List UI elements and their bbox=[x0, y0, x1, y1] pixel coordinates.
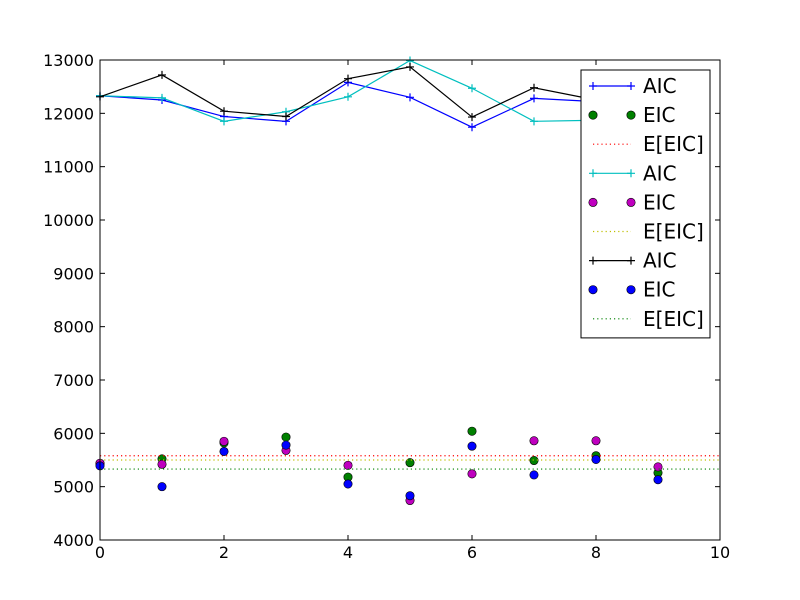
data-point bbox=[344, 92, 352, 101]
x-tick-label: 6 bbox=[467, 543, 477, 562]
legend-item: E[EIC] bbox=[593, 307, 704, 331]
series-line bbox=[99, 66, 659, 118]
y-tick-label: 7000 bbox=[53, 371, 94, 390]
data-point bbox=[653, 462, 663, 472]
y-tick-label: 13000 bbox=[43, 51, 94, 70]
data-point bbox=[406, 62, 414, 71]
legend-marker bbox=[626, 285, 636, 295]
data-point bbox=[281, 440, 291, 450]
legend-marker bbox=[588, 110, 598, 120]
legend-marker bbox=[588, 285, 598, 295]
legend-item: AIC bbox=[589, 161, 677, 185]
legend-item: EIC bbox=[588, 190, 676, 214]
x-tick-label: 8 bbox=[591, 543, 601, 562]
legend-label: AIC bbox=[643, 161, 677, 185]
data-point bbox=[220, 107, 228, 116]
data-point bbox=[344, 74, 352, 83]
legend-item: EIC bbox=[588, 103, 676, 127]
data-point bbox=[529, 456, 539, 466]
data-point bbox=[591, 454, 601, 464]
data-point bbox=[343, 479, 353, 489]
y-tick-label: 11000 bbox=[43, 158, 94, 177]
legend-label: E[EIC] bbox=[643, 220, 704, 244]
legend-label: EIC bbox=[643, 278, 676, 302]
data-point bbox=[220, 117, 228, 126]
axes-frame bbox=[99, 59, 721, 541]
legend-label: AIC bbox=[643, 74, 677, 98]
legend-marker bbox=[588, 197, 598, 207]
data-point bbox=[530, 94, 538, 103]
data-point bbox=[591, 436, 601, 446]
legend-label: EIC bbox=[643, 190, 676, 214]
legend: AIC EIC E[EIC] AIC EIC E[EIC] AIC EIC E[EIC] bbox=[580, 69, 711, 339]
data-point bbox=[653, 475, 663, 485]
y-tick-label: 6000 bbox=[53, 424, 94, 443]
legend-label: AIC bbox=[643, 249, 677, 273]
data-point bbox=[405, 458, 415, 468]
legend-marker bbox=[626, 197, 636, 207]
y-tick-label: 5000 bbox=[53, 478, 94, 497]
data-point bbox=[343, 460, 353, 470]
y-tick-label: 4000 bbox=[53, 531, 94, 550]
data-point bbox=[530, 83, 538, 92]
y-tick-label: 10000 bbox=[43, 211, 94, 230]
data-point bbox=[406, 93, 414, 102]
legend-label: EIC bbox=[643, 103, 676, 127]
data-point bbox=[468, 113, 476, 122]
series-6 bbox=[96, 62, 662, 122]
y-tick-label: 12000 bbox=[43, 104, 94, 123]
legend-label: E[EIC] bbox=[643, 132, 704, 156]
series-line bbox=[99, 81, 659, 128]
legend-marker bbox=[589, 169, 597, 178]
legend-item: AIC bbox=[589, 74, 677, 98]
series-7 bbox=[95, 440, 663, 501]
legend-marker bbox=[627, 256, 635, 265]
data-point bbox=[219, 436, 229, 446]
legend-item: EIC bbox=[588, 278, 676, 302]
legend-label: E[EIC] bbox=[643, 307, 704, 331]
data-point bbox=[282, 112, 290, 121]
data-point bbox=[158, 70, 166, 79]
legend-box bbox=[580, 69, 711, 339]
legend-item: AIC bbox=[589, 249, 677, 273]
x-tick-label: 0 bbox=[95, 543, 105, 562]
series-4 bbox=[95, 436, 663, 506]
axis-ticks: 0 2 4 6 8 10 4000 5000 6000 7000 8000 9000 10000 1100… bbox=[43, 51, 730, 562]
data-point bbox=[281, 432, 291, 442]
data-point bbox=[468, 123, 476, 132]
data-point bbox=[157, 459, 167, 469]
data-point bbox=[158, 93, 166, 102]
data-point bbox=[219, 446, 229, 456]
legend-marker bbox=[627, 82, 635, 90]
y-tick-label: 9000 bbox=[53, 264, 94, 283]
series-line bbox=[99, 59, 658, 122]
data-point bbox=[467, 426, 477, 436]
legend-marker bbox=[589, 82, 597, 90]
legend-marker bbox=[589, 256, 597, 265]
data-point bbox=[530, 117, 538, 126]
legend-marker bbox=[627, 169, 635, 178]
legend-marker bbox=[626, 110, 636, 120]
data-point bbox=[529, 436, 539, 446]
series-3 bbox=[96, 56, 662, 126]
series-1 bbox=[95, 426, 663, 482]
data-point bbox=[467, 441, 477, 451]
x-tick-label: 10 bbox=[710, 543, 730, 562]
data-point bbox=[468, 84, 476, 93]
x-tick-label: 2 bbox=[219, 543, 229, 562]
legend-item: E[EIC] bbox=[593, 132, 704, 156]
y-tick-label: 8000 bbox=[53, 318, 94, 337]
data-point bbox=[467, 469, 477, 479]
data-point bbox=[529, 470, 539, 480]
legend-item: E[EIC] bbox=[593, 220, 704, 244]
data-point bbox=[157, 482, 167, 492]
data-point bbox=[405, 491, 415, 501]
x-tick-label: 4 bbox=[343, 543, 353, 562]
